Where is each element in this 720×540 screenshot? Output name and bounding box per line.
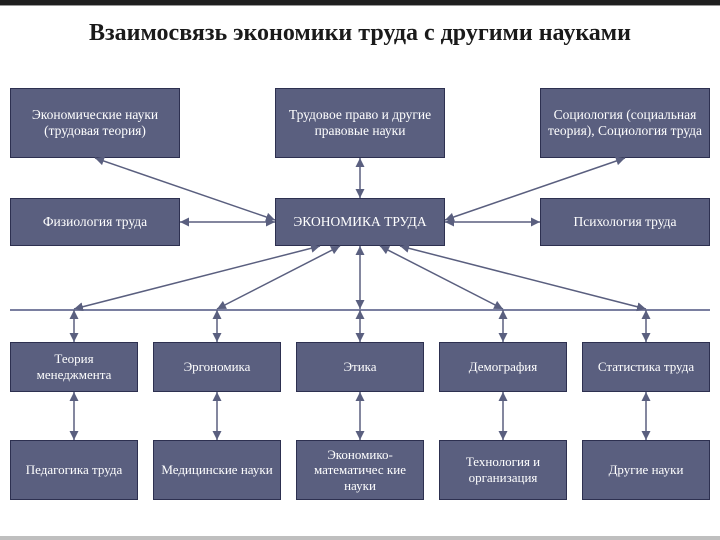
box-technology-org: Технология и организация — [439, 440, 567, 500]
box-central-labor-economics: ЭКОНОМИКА ТРУДА — [275, 198, 445, 246]
box-labor-law: Трудовое право и другие правовые науки — [275, 88, 445, 158]
box-other-sciences: Другие науки — [582, 440, 710, 500]
box-sociology: Социология (социальная теория), Социолог… — [540, 88, 710, 158]
box-psychology: Психология труда — [540, 198, 710, 246]
row-2: Физиология труда ЭКОНОМИКА ТРУДА Психоло… — [10, 198, 710, 246]
box-statistics: Статистика труда — [582, 342, 710, 392]
box-pedagogy: Педагогика труда — [10, 440, 138, 500]
footer-bar — [0, 536, 720, 540]
box-economic-sciences: Экономические науки (трудовая теория) — [10, 88, 180, 158]
box-medical-sciences: Медицинские науки — [153, 440, 281, 500]
page-title: Взаимосвязь экономики труда с другими на… — [0, 6, 720, 56]
row-3: Теория менеджмента Эргономика Этика Демо… — [10, 342, 710, 392]
horizontal-connector-line — [10, 309, 710, 311]
box-demography: Демография — [439, 342, 567, 392]
box-economic-math: Экономико-математичес кие науки — [296, 440, 424, 500]
box-physiology: Физиология труда — [10, 198, 180, 246]
box-management-theory: Теория менеджмента — [10, 342, 138, 392]
row-4: Педагогика труда Медицинские науки Эконо… — [10, 440, 710, 500]
box-ethics: Этика — [296, 342, 424, 392]
row-1: Экономические науки (трудовая теория) Тр… — [10, 88, 710, 158]
box-ergonomics: Эргономика — [153, 342, 281, 392]
